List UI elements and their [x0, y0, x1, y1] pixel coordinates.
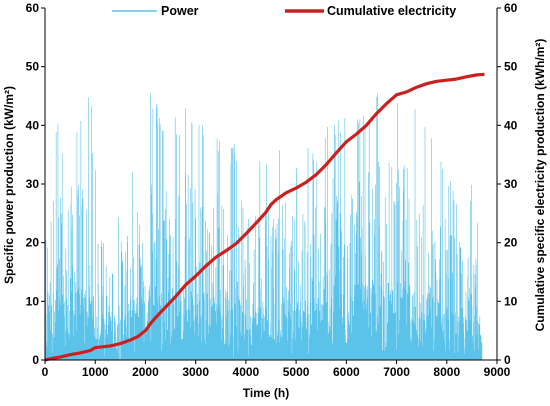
- cumulative-line: [44, 72, 485, 362]
- y-tick-right-label: 40: [504, 118, 518, 132]
- y-tick-right-label: 60: [504, 1, 518, 15]
- x-tick-label: 8000: [433, 365, 460, 379]
- y-tick-left-label: 10: [26, 294, 40, 308]
- y-tick-right-label: 10: [504, 294, 518, 308]
- x-tick-label: 2000: [132, 365, 159, 379]
- x-axis-title: Time (h): [243, 386, 289, 400]
- x-tick-label: 4000: [233, 365, 260, 379]
- legend-power-label: Power: [161, 4, 199, 18]
- axes: [41, 7, 501, 364]
- tick-labels: 0 1000 2000 3000 4000 5000 6000 7000 8000 9000010…: [26, 1, 518, 379]
- x-tick-label: 3000: [182, 365, 209, 379]
- legend: Power Cumulative electricity: [112, 4, 456, 18]
- x-tick-label: 6000: [333, 365, 360, 379]
- y-tick-left-label: 20: [26, 236, 40, 250]
- power-series: [44, 93, 483, 360]
- x-tick-label: 7000: [383, 365, 410, 379]
- y-tick-left-label: 60: [26, 1, 40, 15]
- y-axis-right-title: Cumulative specific electricity producti…: [533, 39, 547, 332]
- legend-cumulative-label: Cumulative electricity: [327, 4, 456, 18]
- y-tick-left-label: 30: [26, 177, 40, 191]
- x-tick-label: 5000: [283, 365, 310, 379]
- cumulative-series: [44, 72, 485, 362]
- y-tick-left-label: 0: [32, 353, 39, 367]
- y-tick-right-label: 20: [504, 236, 518, 250]
- x-tick-label: 0: [42, 365, 49, 379]
- power-trace: [44, 93, 483, 360]
- y-tick-right-label: 30: [504, 177, 518, 191]
- x-tick-label: 1000: [82, 365, 109, 379]
- y-tick-left-label: 50: [26, 60, 40, 74]
- y-tick-left-label: 40: [26, 118, 40, 132]
- y-tick-right-label: 50: [504, 60, 518, 74]
- y-axis-left-title: Specific power production (kW/m²): [2, 86, 16, 284]
- x-tick-label: 9000: [484, 365, 511, 379]
- y-tick-right-label: 0: [504, 353, 511, 367]
